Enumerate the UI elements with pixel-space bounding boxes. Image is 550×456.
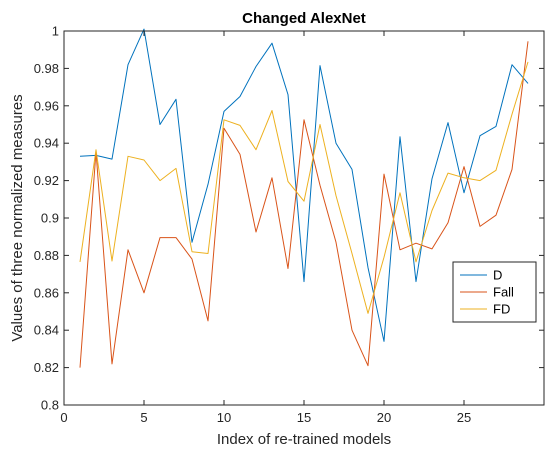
x-tick-label: 25: [457, 410, 471, 425]
y-tick-label: 0.88: [34, 248, 59, 263]
x-tick-label: 15: [297, 410, 311, 425]
plot-area: [64, 31, 544, 405]
legend: D Fall FD: [452, 261, 537, 323]
y-tick-label: 0.82: [34, 360, 59, 375]
x-tick-label: 5: [140, 410, 147, 425]
series-line-fall: [79, 41, 529, 368]
x-tick-label: 10: [217, 410, 231, 425]
ticks-layer: 0.80.820.840.860.880.90.920.940.960.9810…: [34, 24, 544, 425]
y-tick-label: 0.9: [41, 211, 59, 226]
x-tick-label: 0: [60, 410, 67, 425]
y-tick-label: 0.8: [41, 398, 59, 413]
series-layer: [79, 28, 529, 368]
chart-title: Changed AlexNet: [242, 10, 366, 27]
x-axis-label: Index of re-trained models: [217, 431, 391, 448]
x-tick-label: 20: [377, 410, 391, 425]
y-tick-label: 0.96: [34, 98, 59, 113]
series-line-d: [79, 28, 529, 342]
legend-label-fd: FD: [493, 302, 510, 317]
series-line-fd: [79, 61, 529, 314]
legend-label-fall: Fall: [493, 285, 514, 300]
legend-label-d: D: [493, 268, 502, 283]
y-tick-label: 0.92: [34, 173, 59, 188]
y-tick-label: 0.98: [34, 61, 59, 76]
y-tick-label: 0.86: [34, 285, 59, 300]
y-axis-label: Values of three normalized measures: [9, 94, 26, 341]
y-tick-label: 1: [52, 24, 59, 39]
y-tick-label: 0.94: [34, 136, 59, 151]
y-tick-label: 0.84: [34, 323, 59, 338]
